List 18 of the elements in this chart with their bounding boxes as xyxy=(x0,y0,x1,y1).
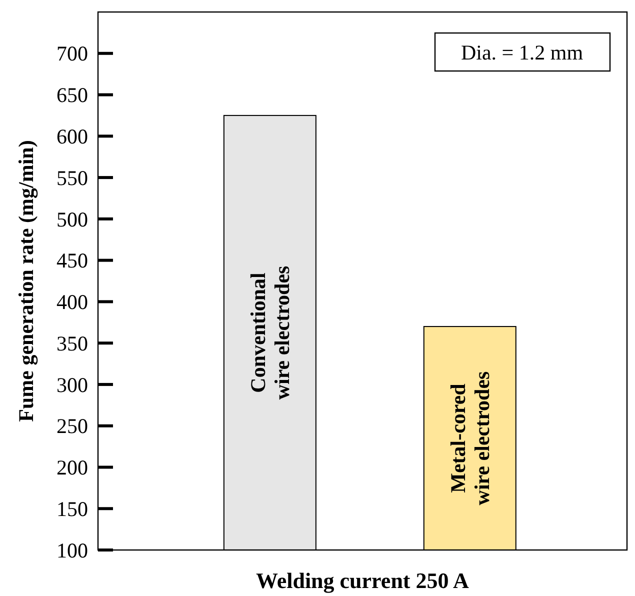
x-tick-label: Conventional wire electrodes xyxy=(246,266,294,400)
y-tick-label: 300 xyxy=(56,372,88,397)
x-axis-title: Welding current 250 A xyxy=(256,568,470,593)
y-tick-label: 550 xyxy=(56,166,88,190)
y-tick-label: 100 xyxy=(56,538,88,562)
y-tick-label: 700 xyxy=(56,42,88,66)
annotation: Dia. = 1.2 mm xyxy=(460,40,584,64)
y-tick-label: 500 xyxy=(56,207,88,232)
y-tick-label: 400 xyxy=(56,290,88,314)
y-tick-label: 600 xyxy=(56,124,88,149)
y-tick-label: 250 xyxy=(56,414,88,438)
y-axis-title: Fume generation rate (mg/min) xyxy=(14,140,38,422)
y-tick-label: 150 xyxy=(56,496,88,521)
y-tick-label: 450 xyxy=(56,248,88,273)
y-tick-label: 650 xyxy=(56,83,88,108)
x-tick-label: Metal-cored wire electrodes xyxy=(446,371,494,506)
y-tick-label: 200 xyxy=(56,456,88,480)
y-tick-label: 350 xyxy=(56,331,88,356)
